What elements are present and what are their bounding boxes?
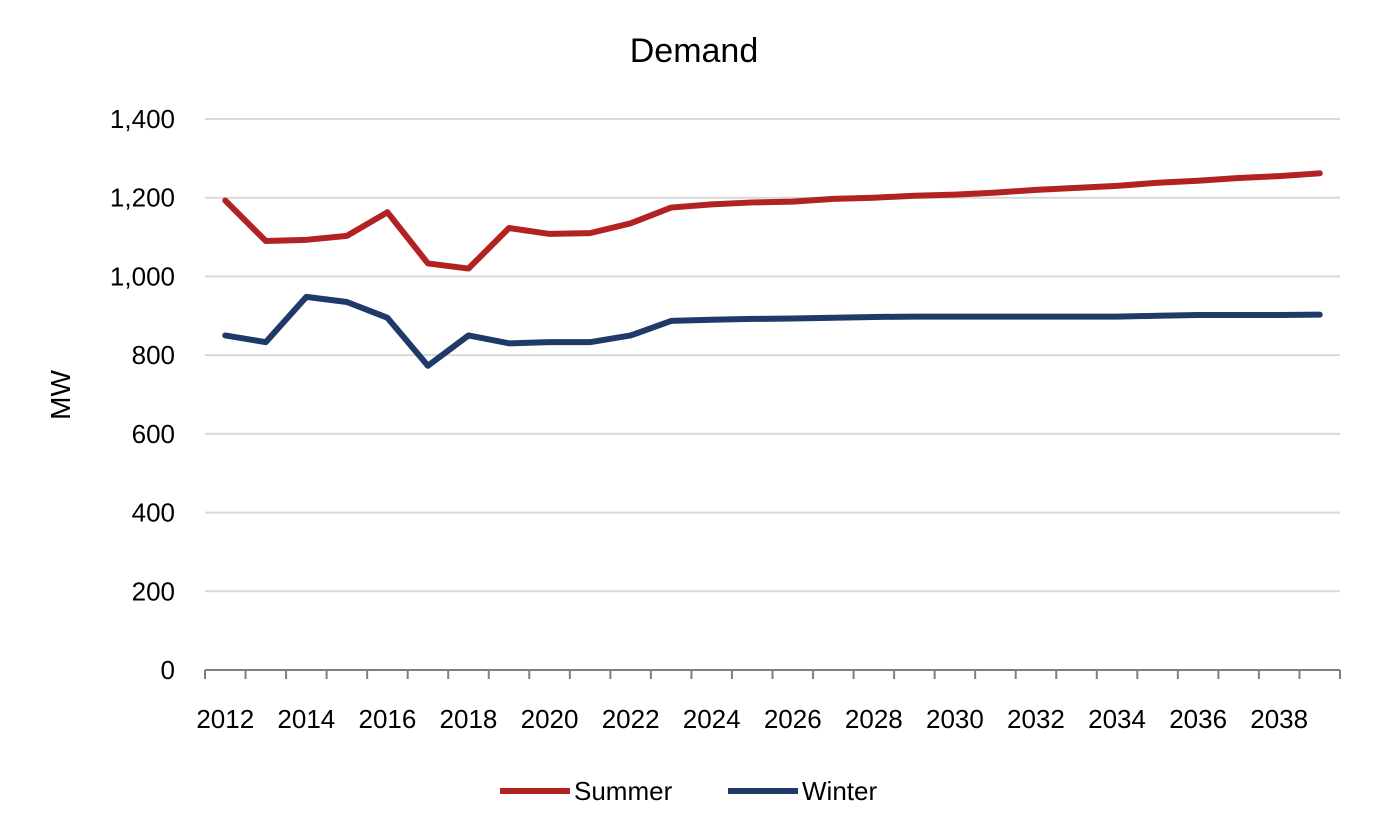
x-tick-label: 2038 bbox=[1250, 704, 1308, 734]
series-lines bbox=[222, 170, 1323, 369]
series-line-winter bbox=[222, 293, 1323, 369]
legend: Summer Winter bbox=[500, 776, 877, 806]
series-line-summer bbox=[222, 170, 1323, 272]
y-tick-label: 200 bbox=[132, 576, 175, 606]
y-tick-label: 1,000 bbox=[110, 261, 175, 291]
x-tick-label: 2022 bbox=[602, 704, 660, 734]
chart-title: Demand bbox=[630, 32, 759, 70]
legend-label-summer: Summer bbox=[574, 776, 673, 806]
x-tick-label: 2030 bbox=[926, 704, 984, 734]
x-axis-ticks: 2012 2014 2016 2018 2020 2022 2024 2026 2028 2030… bbox=[196, 704, 1308, 734]
y-tick-label: 0 bbox=[161, 655, 175, 685]
y-tick-label: 800 bbox=[132, 340, 175, 370]
x-tick-label: 2032 bbox=[1007, 704, 1065, 734]
y-tick-label: 400 bbox=[132, 498, 175, 528]
y-axis-label: MW bbox=[45, 370, 76, 420]
x-tick-label: 2026 bbox=[764, 704, 822, 734]
x-tick-label: 2034 bbox=[1088, 704, 1146, 734]
x-tick-label: 2018 bbox=[440, 704, 498, 734]
legend-label-winter: Winter bbox=[802, 776, 877, 806]
x-tick-label: 2036 bbox=[1169, 704, 1227, 734]
gridlines bbox=[205, 118, 1340, 593]
x-tick-label: 2016 bbox=[358, 704, 416, 734]
y-tick-label: 1,400 bbox=[110, 104, 175, 134]
y-axis-ticks: 0 200 400 600 800 1,000 1,200 1,400 bbox=[110, 104, 175, 685]
x-tick-label: 2014 bbox=[277, 704, 335, 734]
y-tick-label: 1,200 bbox=[110, 183, 175, 213]
x-axis bbox=[204, 669, 1341, 679]
y-tick-label: 600 bbox=[132, 419, 175, 449]
x-tick-label: 2020 bbox=[521, 704, 579, 734]
x-tick-label: 2028 bbox=[845, 704, 903, 734]
x-tick-label: 2024 bbox=[683, 704, 741, 734]
x-tick-label: 2012 bbox=[196, 704, 254, 734]
